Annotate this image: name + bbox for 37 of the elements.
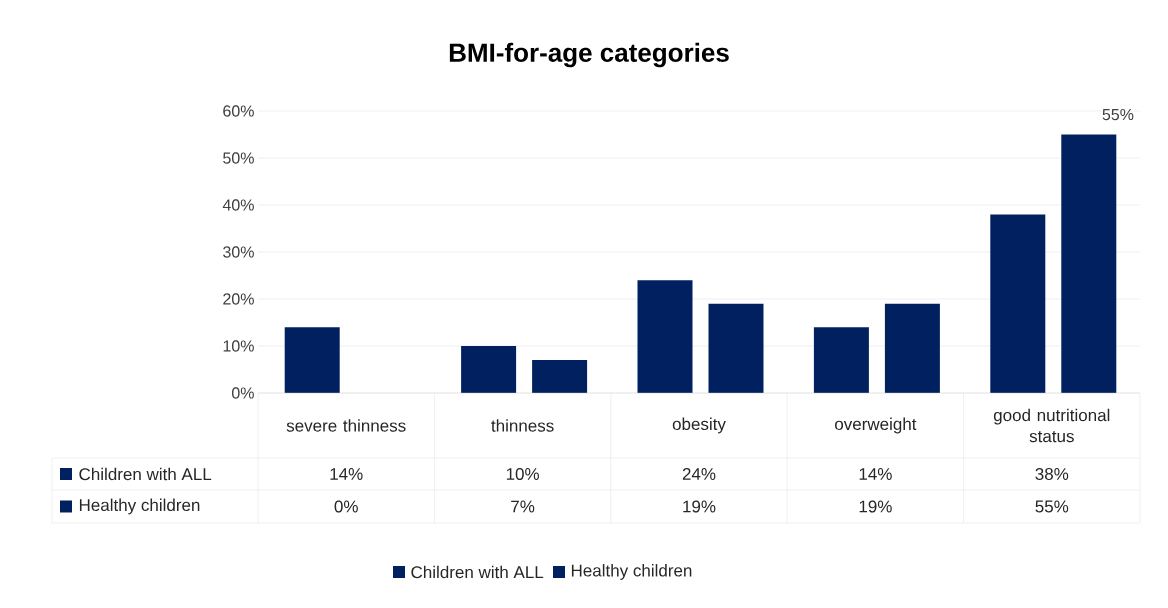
- y-tick-label: 10%: [223, 340, 254, 352]
- chart-title: BMI-for-age categories: [449, 42, 729, 68]
- y-tick-label: 30%: [223, 246, 254, 258]
- data-label: 0%: [334, 500, 358, 513]
- text: Healthy children: [79, 498, 200, 515]
- data-label: 38%: [1035, 467, 1069, 481]
- bar: [461, 345, 517, 393]
- bar: [532, 360, 588, 393]
- legend-label: Children with ALL: [79, 467, 212, 481]
- y-tick-label: 40%: [222, 199, 254, 211]
- x-tick-label: obesity: [672, 417, 726, 434]
- y-tick-label: 50%: [223, 152, 254, 164]
- bar: [708, 303, 764, 393]
- data-label: 10%: [506, 467, 539, 481]
- x-tick-label: overweight: [835, 417, 917, 434]
- x-tick-label: severe thinness: [286, 419, 406, 432]
- data-label: 14%: [859, 468, 892, 480]
- text: Children with ALL: [411, 565, 544, 579]
- bar: [884, 303, 940, 393]
- bar: [1061, 134, 1117, 393]
- bar: [637, 280, 693, 393]
- data-label: 24%: [682, 468, 716, 480]
- y-tick-label: 0%: [231, 387, 254, 399]
- y-tick-label: 20%: [223, 293, 254, 305]
- data-label: 7%: [511, 500, 535, 513]
- legend-label: Healthy children: [571, 564, 692, 580]
- bar: [813, 327, 869, 393]
- data-label: 55%: [1035, 500, 1069, 513]
- bar: [990, 214, 1046, 393]
- x-tick-label: good nutritional status: [993, 408, 1110, 443]
- data-label: 19%: [859, 500, 892, 513]
- data-label: 14%: [330, 468, 363, 480]
- data-label: 19%: [683, 500, 716, 513]
- annotation: 55%: [1102, 108, 1134, 121]
- bar: [284, 327, 340, 393]
- x-tick-label: thinness: [491, 419, 554, 432]
- y-tick-label: 60%: [223, 105, 254, 117]
